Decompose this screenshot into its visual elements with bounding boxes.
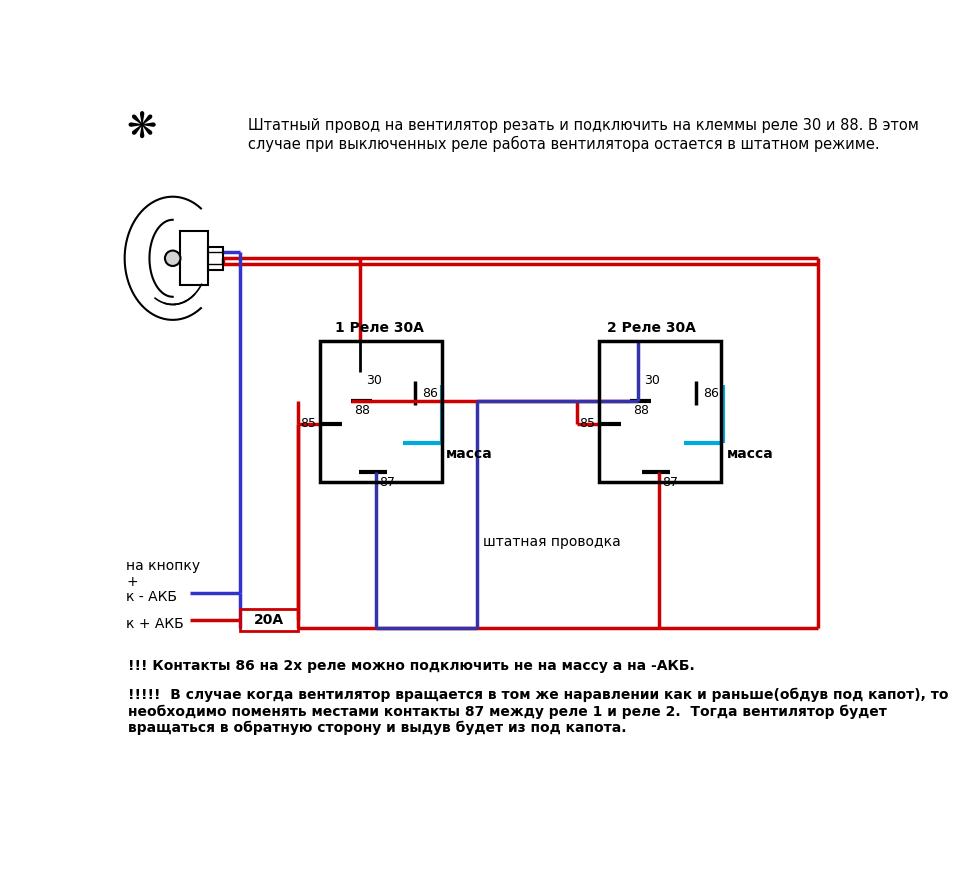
Text: штатная проводка: штатная проводка [483,535,620,549]
Text: 20А: 20А [254,614,284,627]
Text: масса: масса [445,447,492,461]
Text: 88: 88 [633,404,649,417]
Text: 87: 87 [379,476,396,489]
Text: 88: 88 [354,404,370,417]
Bar [320,342,442,481]
Text: !!!!!  В случае когда вентилятор вращается в том же наравлении как и раньше(обду: !!!!! В случае когда вентилятор вращаетс… [128,688,948,735]
Text: масса: масса [727,447,774,461]
Text: 30: 30 [367,374,382,387]
Circle shape [165,250,180,266]
Text: к - АКБ: к - АКБ [126,590,178,604]
Bar [207,247,223,270]
Text: 86: 86 [704,387,719,400]
Bar [599,342,721,481]
Text: 86: 86 [422,387,438,400]
Text: 30: 30 [644,374,660,387]
Text: !!! Контакты 86 на 2х реле можно подключить не на массу а на -АКБ.: !!! Контакты 86 на 2х реле можно подключ… [128,659,694,673]
Text: 85: 85 [300,417,317,430]
Text: ❋: ❋ [126,110,156,144]
Text: 87: 87 [662,476,679,489]
Bar [240,609,299,631]
Text: к + АКБ: к + АКБ [126,617,184,631]
Bar [180,231,207,285]
Text: Штатный провод на вентилятор резать и подключить на клеммы реле 30 и 88. В этом
: Штатный провод на вентилятор резать и по… [248,118,919,152]
Text: 1 Реле 30А: 1 Реле 30А [335,322,424,335]
Text: 85: 85 [580,417,595,430]
Text: 2 Реле 30А: 2 Реле 30А [607,322,696,335]
Text: на кнопку
+: на кнопку + [126,559,201,589]
